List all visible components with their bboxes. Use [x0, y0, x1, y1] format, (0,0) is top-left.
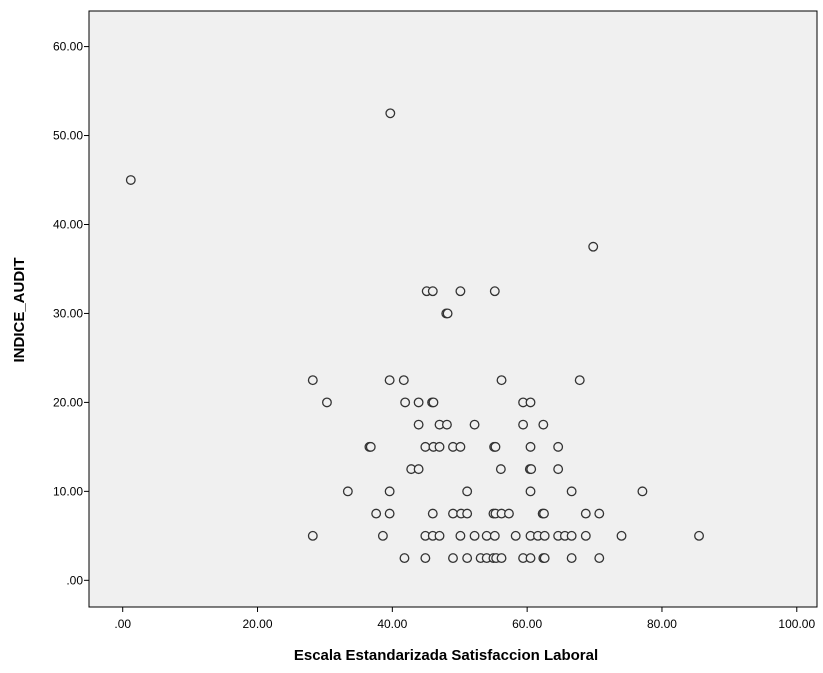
- y-tick-label: 10.00: [53, 484, 83, 498]
- data-point: [496, 375, 507, 386]
- data-point: [455, 441, 466, 452]
- data-point: [490, 441, 501, 452]
- data-point: [125, 175, 136, 185]
- data-point: [399, 553, 410, 564]
- data-point: [518, 419, 529, 430]
- data-point: [539, 553, 550, 564]
- y-tick-label: .00: [66, 573, 83, 587]
- data-point: [427, 286, 438, 297]
- data-point: [455, 286, 466, 297]
- data-point: [481, 530, 492, 541]
- data-point: [462, 553, 473, 564]
- data-point: [462, 486, 473, 497]
- data-point: [538, 419, 549, 430]
- data-point: [594, 508, 605, 519]
- data-point: [526, 464, 537, 475]
- x-tick-label: .00: [114, 617, 131, 631]
- data-point: [525, 486, 536, 497]
- y-tick-label: 20.00: [53, 395, 83, 409]
- data-point: [384, 375, 395, 386]
- data-point: [462, 508, 473, 519]
- data-point: [580, 508, 591, 519]
- data-point: [413, 419, 424, 430]
- plot-area: [88, 10, 818, 608]
- data-point: [503, 508, 514, 519]
- data-point: [427, 508, 438, 519]
- data-point: [553, 464, 564, 475]
- data-point: [694, 530, 704, 541]
- x-axis-title: Escala Estandarizada Satisfaccion Labora…: [294, 647, 598, 664]
- y-tick-label: 50.00: [53, 129, 83, 143]
- data-point: [553, 441, 564, 452]
- data-point: [365, 441, 376, 452]
- data-point: [566, 486, 577, 497]
- data-point: [574, 375, 585, 386]
- data-point: [434, 441, 445, 452]
- data-point: [442, 308, 453, 319]
- data-point: [448, 553, 458, 564]
- data-point: [525, 553, 536, 564]
- data-point: [420, 553, 431, 564]
- data-point: [384, 508, 395, 519]
- data-point: [496, 553, 507, 564]
- data-point: [413, 397, 424, 408]
- data-point: [469, 530, 480, 541]
- points-layer: [125, 108, 704, 564]
- data-point: [307, 530, 318, 541]
- data-point: [377, 530, 388, 541]
- data-point: [413, 464, 424, 475]
- data-point: [455, 530, 466, 541]
- data-point: [510, 530, 521, 541]
- data-point: [398, 375, 409, 386]
- data-point: [637, 486, 648, 497]
- data-point: [448, 508, 458, 519]
- y-tick-label: 30.00: [53, 306, 83, 320]
- data-point: [342, 486, 353, 497]
- data-point: [525, 397, 536, 408]
- x-tick-label: 100.00: [778, 617, 815, 631]
- data-point: [525, 441, 536, 452]
- data-point: [434, 530, 445, 541]
- data-point: [400, 397, 411, 408]
- data-point: [385, 108, 396, 119]
- x-tick-label: 60.00: [512, 617, 542, 631]
- data-point: [566, 553, 577, 564]
- data-point: [580, 530, 591, 541]
- data-point: [539, 508, 549, 519]
- x-tick-label: 80.00: [647, 617, 677, 631]
- y-tick-label: 40.00: [53, 217, 83, 231]
- data-point: [588, 241, 599, 252]
- data-point: [428, 397, 439, 408]
- data-point: [566, 530, 577, 541]
- y-tick-label: 60.00: [53, 40, 83, 54]
- data-point: [489, 286, 500, 297]
- y-axis-title: INDICE_AUDIT: [11, 257, 28, 362]
- x-tick-label: 40.00: [377, 617, 407, 631]
- data-point: [420, 441, 431, 452]
- data-point: [371, 508, 382, 519]
- data-point: [489, 530, 500, 541]
- data-point: [594, 553, 605, 564]
- axes-layer: .00 20.00 40.00 60.00 80.00 100.00 .00 10.00 20.…: [53, 40, 815, 631]
- data-point: [441, 419, 452, 430]
- data-point: [307, 375, 318, 386]
- data-point: [469, 419, 480, 430]
- data-point: [616, 530, 627, 541]
- data-point: [321, 397, 332, 408]
- data-point: [384, 486, 395, 497]
- data-point: [539, 530, 550, 541]
- data-point: [495, 464, 506, 475]
- x-tick-label: 20.00: [243, 617, 273, 631]
